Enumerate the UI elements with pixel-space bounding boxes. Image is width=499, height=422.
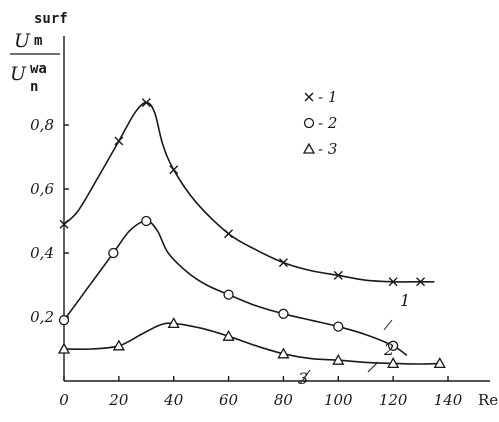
data-point-series-3 — [332, 353, 345, 365]
x-tick-label: 100 — [324, 391, 353, 409]
legend-item-1: - 1 — [304, 88, 337, 106]
data-point-series-2 — [108, 247, 119, 259]
series-line-1 — [63, 101, 435, 283]
data-point-series-1 — [59, 219, 69, 229]
legend-marker-1 — [304, 92, 314, 102]
data-point-series-3 — [167, 317, 180, 329]
legend: - 1 - 2 - 3 — [302, 88, 337, 158]
data-point-series-3 — [277, 347, 290, 359]
y-tick-label: 0,8 — [30, 116, 54, 134]
series-line-3 — [63, 322, 440, 365]
x-tick-label: 20 — [108, 391, 129, 409]
data-point-series-1 — [416, 277, 426, 287]
x-axis-label: Re — [478, 391, 498, 409]
legend-item-2: - 2 — [303, 114, 337, 132]
series-layer: 1 2 3 — [57, 98, 446, 388]
ylabel-denominator-sub: n — [30, 79, 38, 95]
y-tick-label: 0,6 — [30, 180, 54, 198]
data-point-series-1 — [141, 98, 151, 108]
data-point-series-3 — [57, 342, 71, 354]
data-point-series-3 — [387, 357, 400, 369]
data-point-series-1 — [114, 136, 124, 146]
series-3: 3 — [57, 317, 446, 388]
data-point-series-2 — [387, 340, 399, 351]
data-point-series-2 — [141, 215, 152, 227]
data-point-series-2 — [333, 321, 344, 332]
data-point-series-3 — [433, 357, 446, 369]
curve-label-leader — [299, 369, 311, 385]
series-2: 2 — [58, 215, 408, 373]
legend-label: - 1 — [318, 88, 337, 106]
ylabel-denominator-sup: wa — [30, 61, 47, 77]
data-point-series-2 — [278, 308, 289, 319]
x-tick-label: 80 — [274, 391, 294, 409]
data-point-series-1 — [224, 229, 234, 239]
data-point-series-1 — [388, 277, 398, 287]
legend-label: - 3 — [318, 140, 337, 158]
y-tick-label: 0,4 — [30, 244, 54, 262]
legend-marker-2 — [303, 117, 315, 129]
chart-axes: 0 20 40 60 80 100 120 140 Re 0,2 0,4 0,6 0,8 — [30, 36, 498, 409]
x-tick-label: 120 — [379, 391, 408, 409]
curve-label-1: 1 — [400, 291, 410, 310]
series-line-2 — [63, 220, 408, 357]
curve-label-leader — [383, 319, 393, 331]
x-tick-label: 60 — [219, 391, 239, 409]
ylabel-numerator-sup: surf — [34, 11, 68, 27]
x-tick-label: 140 — [434, 391, 463, 409]
legend-marker-3 — [302, 142, 316, 154]
ylabel-numerator-sub: m — [34, 33, 42, 49]
legend-item-3: - 3 — [302, 140, 337, 158]
data-point-series-3 — [112, 339, 125, 351]
y-tick-label: 0,2 — [30, 308, 54, 326]
curve-label-3: 3 — [298, 369, 308, 388]
data-point-series-1 — [169, 165, 179, 175]
series-1: 1 — [59, 98, 435, 331]
ylabel-denominator-main: U — [10, 63, 27, 85]
data-point-series-2 — [58, 315, 70, 326]
x-tick-label: 0 — [59, 391, 69, 409]
data-point-series-1 — [278, 258, 288, 268]
curve-label-2: 2 — [383, 340, 394, 359]
x-tick-label: 40 — [163, 391, 184, 409]
data-point-series-1 — [333, 270, 343, 280]
data-point-series-3 — [222, 329, 235, 341]
ylabel-numerator-main: U — [14, 30, 31, 52]
legend-label: - 2 — [318, 114, 337, 132]
data-point-series-2 — [223, 289, 234, 300]
